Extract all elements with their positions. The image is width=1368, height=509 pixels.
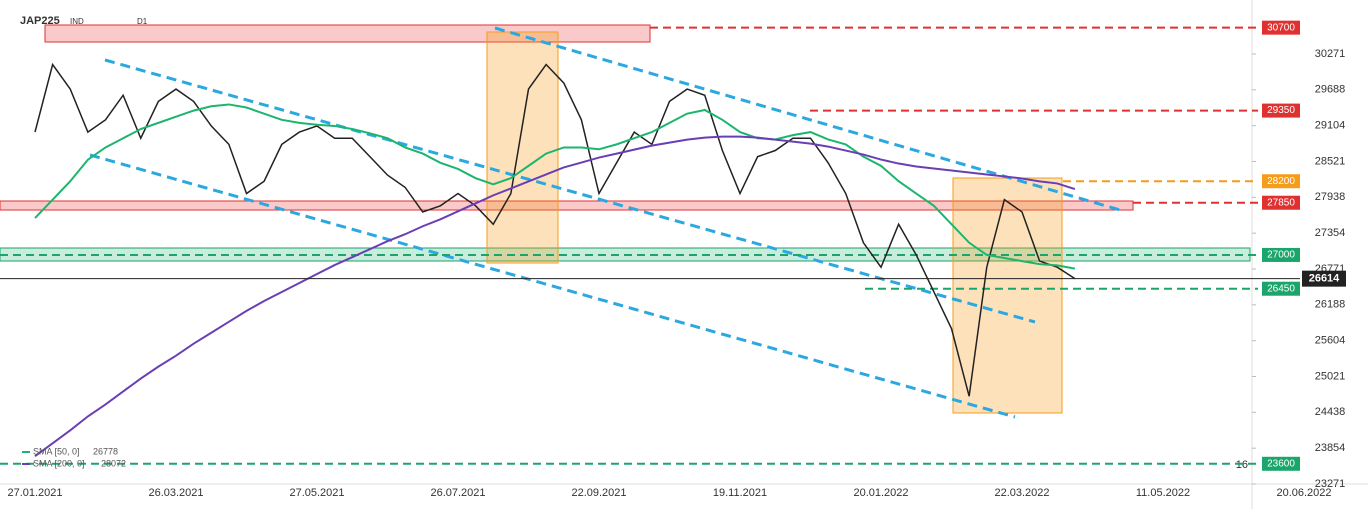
resistance-zone [44, 24, 651, 43]
resistance-zone [0, 200, 1134, 211]
level-label-box [1262, 20, 1300, 35]
level-label: 29350 [1267, 105, 1295, 116]
legend-name: SMA [200, 0] [33, 458, 85, 468]
x-tick-label: 26.03.2021 [148, 487, 203, 499]
x-tick-label: 11.05.2022 [1136, 487, 1190, 499]
sma-line [34, 103, 1076, 270]
level-label: 23600 [1267, 458, 1295, 469]
highlight-zone [486, 31, 559, 264]
y-tick-label: 28521 [1315, 155, 1346, 167]
current-price-label: 26614 [1309, 273, 1340, 285]
x-tick-label: 27.01.2021 [7, 487, 62, 499]
y-tick-label: 27354 [1315, 227, 1346, 239]
channel-line [494, 26, 1121, 212]
y-tick-label: 23271 [1315, 478, 1346, 490]
y-tick-label: 25604 [1315, 335, 1346, 347]
annotation: 16 [1236, 459, 1248, 471]
legend-value: 28072 [101, 458, 126, 468]
level-label-box [1262, 174, 1300, 189]
level-label: 28200 [1267, 176, 1295, 187]
y-tick-label: 24438 [1315, 406, 1346, 418]
level-label-box [1262, 281, 1300, 296]
x-tick-label: 22.09.2021 [571, 487, 626, 499]
x-tick-label: 20.01.2022 [853, 487, 908, 499]
channel-line [89, 153, 1016, 419]
legend-swatch [22, 451, 30, 453]
current-price-box [1302, 270, 1346, 287]
y-tick-label: 29688 [1315, 84, 1346, 96]
level-label-box [1262, 195, 1300, 210]
level-label-box [1262, 456, 1300, 471]
x-tick-label: 19.11.2021 [713, 487, 767, 499]
y-tick-label: 30271 [1315, 48, 1346, 60]
y-tick-label: 26188 [1315, 299, 1346, 311]
symbol: JAP225 [20, 15, 60, 27]
x-tick-label: 26.07.2021 [430, 487, 485, 499]
level-label-box [1262, 247, 1300, 262]
legend-value: 26778 [93, 446, 118, 456]
x-tick-label: 27.05.2021 [289, 487, 344, 499]
level-label-box [1262, 103, 1300, 118]
x-tick-label: 22.03.2022 [994, 487, 1049, 499]
level-label: 27000 [1267, 250, 1295, 261]
y-tick-label: 29104 [1315, 120, 1346, 132]
y-tick-label: 27938 [1315, 191, 1346, 203]
legend-swatch [22, 463, 30, 465]
level-label: 27850 [1267, 197, 1295, 208]
y-tick-label: 25021 [1315, 370, 1346, 382]
legend-name: SMA [50, 0] [33, 446, 80, 456]
x-tick-label: 20.06.2022 [1276, 487, 1331, 499]
sma-line [34, 135, 1076, 458]
timeframe: D1 [137, 17, 148, 26]
symbol-type: IND [70, 17, 84, 26]
highlight-zone [952, 177, 1063, 414]
price-line [34, 62, 1076, 397]
level-label: 26450 [1267, 283, 1295, 294]
y-tick-label: 23854 [1315, 442, 1346, 454]
level-label: 30700 [1267, 22, 1295, 33]
